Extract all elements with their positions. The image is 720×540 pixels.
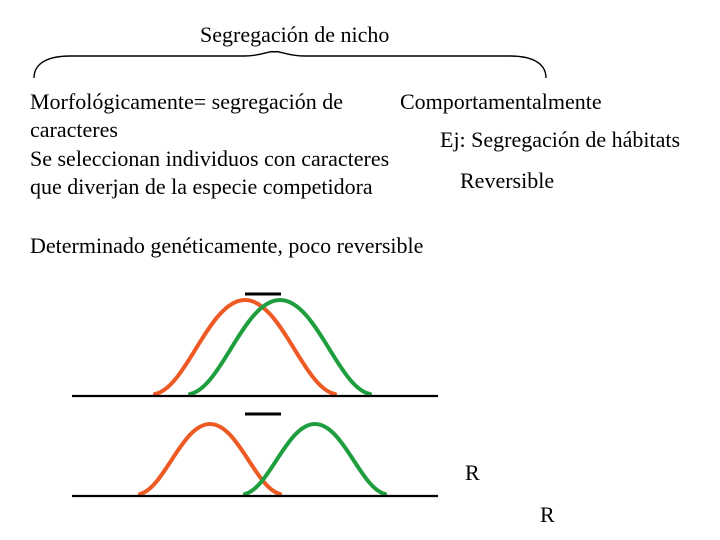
morph-body: Se seleccionan individuos con caracteres… — [30, 145, 390, 200]
behavior-example: Ej: Segregación de hábitats — [440, 126, 700, 154]
morph-heading: Morfológicamente= segregación de caracte… — [30, 88, 390, 143]
genetic-note: Determinado genéticamente, poco reversib… — [30, 232, 423, 260]
right-column: Comportamentalmente Ej: Segregación de h… — [400, 88, 700, 195]
behavior-heading: Comportamentalmente — [400, 88, 700, 116]
chart-separated-niches — [70, 410, 440, 500]
brace-connector — [30, 50, 550, 84]
resource-axis-label-1: R — [465, 460, 480, 486]
left-column: Morfológicamente= segregación de caracte… — [30, 88, 390, 200]
behavior-note: Reversible — [460, 167, 700, 195]
resource-axis-label-2: R — [540, 502, 555, 528]
chart-overlapping-niches — [70, 290, 440, 400]
page-title: Segregación de nicho — [200, 22, 389, 48]
